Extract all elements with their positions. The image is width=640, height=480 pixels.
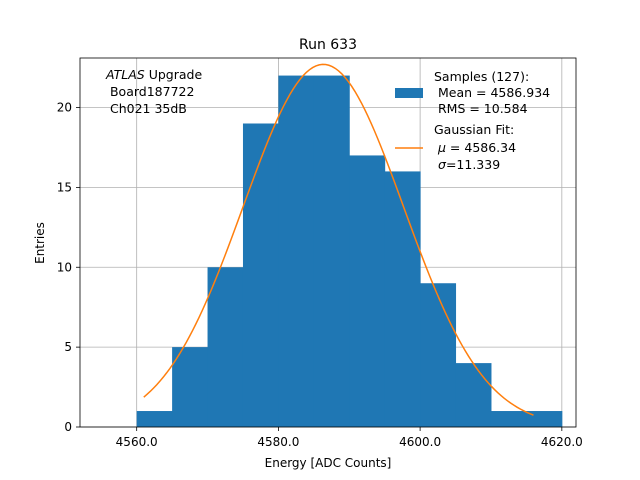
chart-title: Run 633 — [299, 37, 357, 53]
histogram-bar-2 — [207, 267, 244, 427]
atlas-annotation: ATLAS Upgrade Board187722 Ch021 35dB — [105, 67, 202, 116]
y-axis-label: Entries — [33, 222, 47, 264]
histogram-bar-4 — [278, 75, 315, 428]
x-tick-label-0: 4560.0 — [116, 435, 158, 449]
y-tick-label-3: 15 — [57, 180, 72, 194]
mu-value: = 4586.34 — [446, 140, 516, 155]
histogram-bar-3 — [242, 123, 279, 428]
y-tick-label-4: 20 — [57, 101, 72, 115]
x-tick-label-1: 4580.0 — [257, 435, 299, 449]
x-axis-label: Energy [ADC Counts] — [265, 456, 392, 470]
annotation-atlas: ATLAS — [105, 67, 145, 82]
annotation-line-1: ATLAS Upgrade — [105, 67, 202, 82]
y-tick-label-2: 10 — [57, 260, 72, 274]
legend-fit-title: Gaussian Fit: — [434, 122, 514, 137]
plot-frame — [79, 57, 577, 428]
histogram-bar-1 — [172, 347, 209, 427]
histogram-bar-7 — [384, 171, 421, 427]
legend: Samples (127): Mean = 4586.934 RMS = 10.… — [395, 69, 550, 172]
y-tick-label-1: 5 — [64, 340, 72, 354]
histogram-bar-8 — [420, 283, 457, 427]
annotation-channel: Ch021 35dB — [106, 101, 187, 116]
legend-samples-swatch — [395, 88, 423, 98]
annotation-upgrade: Upgrade — [145, 67, 203, 82]
histogram-bar-10 — [490, 411, 527, 427]
x-axis-ticks: 4560.0 4580.0 4600.0 4620.0 — [116, 427, 583, 449]
histogram-bar-9 — [455, 363, 492, 427]
sigma-symbol: σ — [438, 157, 447, 172]
y-axis-ticks: 0 5 10 15 20 — [57, 101, 80, 434]
legend-fit-mu: μ = 4586.34 — [437, 140, 516, 155]
histogram-bars — [136, 75, 563, 428]
mu-symbol: μ — [437, 140, 446, 155]
histogram-bar-5 — [313, 75, 350, 428]
x-tick-label-3: 4620.0 — [541, 435, 583, 449]
legend-samples-rms: RMS = 10.584 — [434, 101, 528, 116]
histogram-bar-0 — [136, 411, 173, 427]
x-tick-label-2: 4600.0 — [399, 435, 441, 449]
histogram-bar-6 — [349, 155, 386, 427]
legend-samples-title: Samples (127): — [434, 69, 529, 84]
sigma-value: =11.339 — [446, 157, 500, 172]
y-tick-label-0: 0 — [64, 420, 72, 434]
annotation-board: Board187722 — [106, 84, 194, 99]
legend-fit-sigma: σ=11.339 — [438, 157, 500, 172]
gaussian-fit-curve — [143, 63, 534, 416]
histogram-bar-11 — [526, 411, 563, 427]
legend-samples-mean: Mean = 4586.934 — [434, 85, 550, 100]
